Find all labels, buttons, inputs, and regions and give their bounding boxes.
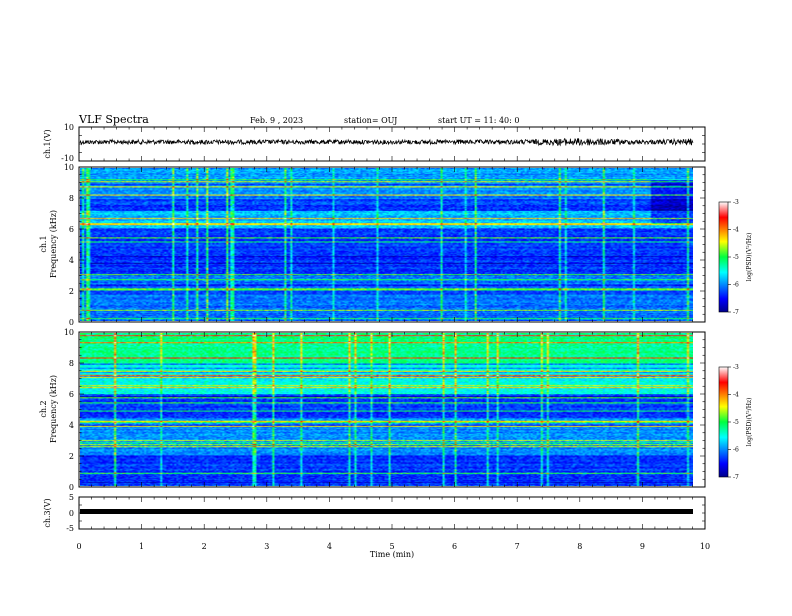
y-tick-label: 8 (69, 194, 74, 203)
ch1-spectrogram-panel: 0 2 4 6 8 10 ch.1 Frequency (kHz) (39, 163, 706, 327)
ch2-colorbar-label: log(PSD)(V²/Hz) (746, 398, 753, 447)
ch1-spectrogram-ylabel: Frequency (kHz) (49, 210, 58, 278)
ch1-ytick-top: 10 (64, 123, 74, 132)
y-tick-label: 10 (64, 328, 74, 337)
x-axis-label: Time (min) (370, 550, 414, 559)
ch2-colorbar-gradient (718, 366, 729, 478)
ch2-yticks: 0 2 4 6 8 10 (64, 328, 705, 492)
ch3-waveform-panel: 5 0 -5 ch.3(V) (43, 493, 706, 533)
y-tick-label: 0 (69, 483, 74, 492)
y-tick-label: 6 (69, 390, 74, 399)
ch1-spectrogram-image (80, 168, 693, 321)
ch1-waveform-trace (79, 137, 694, 147)
ch2-spectrogram-ylabel: Frequency (kHz) (49, 375, 58, 443)
ch2-spectrogram-ylabel-channel: ch.2 (39, 400, 48, 417)
colorbar-tick-label: -5 (733, 254, 739, 261)
y-tick-label: 2 (69, 287, 74, 296)
x-tick-label: 8 (577, 542, 582, 551)
x-tick-label: 0 (76, 542, 81, 551)
x-axis-ticks (78, 126, 706, 530)
x-axis-tick-labels: 0 1 2 3 4 5 6 7 8 9 10 (76, 542, 710, 551)
ch1-colorbar-label: log(PSD)(V²/Hz) (746, 233, 753, 282)
ch3-waveform-ylabel: ch.3(V) (43, 498, 52, 527)
ch2-spectrogram-panel: 0 2 4 6 8 10 ch.2 Frequency (kHz) (39, 328, 706, 492)
x-tick-label: 6 (452, 542, 457, 551)
colorbar-tick-label: -4 (733, 227, 739, 234)
colorbar-tick-label: -7 (733, 474, 739, 481)
ch1-waveform-ylabel: ch.1(V) (43, 129, 52, 158)
ch1-yticks: 0 2 4 6 8 10 (64, 163, 705, 327)
x-tick-label: 9 (640, 542, 645, 551)
ch1-colorbar-gradient (718, 201, 729, 313)
ch3-ytick-mid: 0 (69, 509, 74, 518)
colorbar-tick-label: -6 (733, 447, 739, 454)
ch3-waveform-trace (80, 509, 693, 514)
colorbar-tick-label: -5 (733, 419, 739, 426)
y-tick-label: 0 (69, 318, 74, 327)
y-tick-label: 4 (69, 421, 74, 430)
ch3-ytick-top: 5 (69, 493, 74, 502)
x-tick-label: 4 (327, 542, 332, 551)
colorbar-tick-label: -6 (733, 282, 739, 289)
x-tick-label: 7 (515, 542, 520, 551)
x-tick-label: 2 (202, 542, 207, 551)
header-start-time: start UT = 11: 40: 0 (438, 116, 519, 125)
y-tick-label: 6 (69, 225, 74, 234)
x-tick-label: 5 (389, 542, 394, 551)
x-tick-label: 3 (264, 542, 269, 551)
y-tick-label: 2 (69, 452, 74, 461)
colorbar-tick-label: -3 (733, 364, 739, 371)
colorbar-tick-label: -4 (733, 392, 739, 399)
x-tick-label: 1 (139, 542, 144, 551)
figure-title: VLF Spectra (78, 113, 149, 126)
ch1-spectrogram-ylabel-channel: ch.1 (39, 235, 48, 252)
ch1-ytick-bottom: -10 (61, 154, 74, 163)
y-tick-label: 10 (64, 163, 74, 172)
colorbar-tick-label: -3 (733, 199, 739, 206)
colorbar-tick-label: -7 (733, 309, 739, 316)
ch2-spectrogram-image (80, 333, 693, 486)
y-tick-label: 4 (69, 256, 74, 265)
ch1-colorbar: -3 -4 -5 -6 -7 log(PSD)(V²/Hz) (718, 199, 753, 316)
y-tick-label: 8 (69, 359, 74, 368)
x-tick-label: 10 (700, 542, 710, 551)
ch2-colorbar: -3 -4 -5 -6 -7 log(PSD)(V²/Hz) (718, 364, 753, 481)
header-station: station= OUJ (344, 116, 397, 125)
ch1-waveform-panel: 10 -10 ch.1(V) (43, 123, 706, 163)
header-date: Feb. 9 , 2023 (250, 116, 303, 125)
ch3-ytick-bottom: -5 (66, 524, 74, 533)
